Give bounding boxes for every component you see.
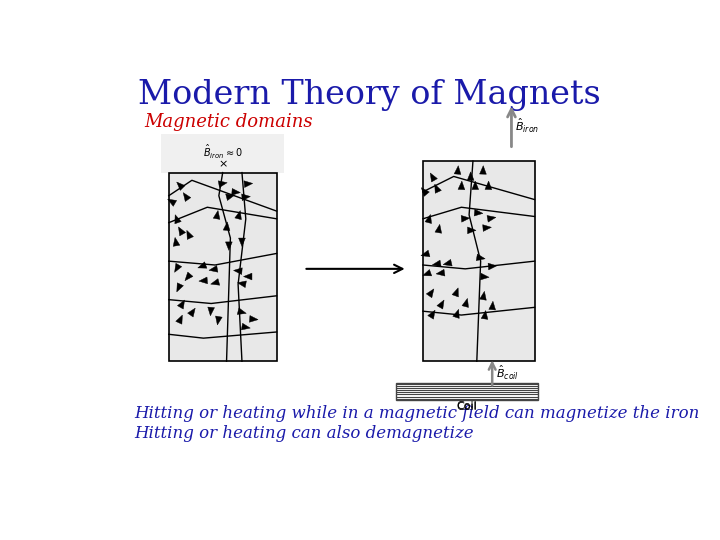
Polygon shape	[179, 227, 186, 236]
Polygon shape	[474, 210, 483, 216]
Text: $\hat{B}_{iron} \approx 0$: $\hat{B}_{iron} \approx 0$	[203, 143, 243, 161]
Polygon shape	[421, 188, 429, 197]
Polygon shape	[485, 181, 492, 190]
Polygon shape	[177, 300, 184, 309]
Text: Magnetic domains: Magnetic domains	[144, 112, 312, 131]
Text: Hitting or heating while in a magnetic field can magnetize the iron: Hitting or heating while in a magnetic f…	[134, 405, 700, 422]
Polygon shape	[436, 269, 445, 276]
Bar	[168, 173, 276, 361]
Polygon shape	[428, 310, 435, 319]
Polygon shape	[435, 224, 441, 233]
Polygon shape	[476, 254, 485, 261]
Polygon shape	[225, 242, 233, 251]
Polygon shape	[432, 260, 441, 267]
Text: Modern Theory of Magnets: Modern Theory of Magnets	[138, 79, 600, 111]
Polygon shape	[487, 215, 496, 222]
Polygon shape	[431, 173, 437, 182]
Polygon shape	[174, 264, 181, 272]
Polygon shape	[242, 194, 251, 201]
Polygon shape	[452, 288, 459, 297]
Bar	[423, 161, 534, 361]
Polygon shape	[168, 199, 176, 206]
Polygon shape	[249, 315, 258, 322]
Polygon shape	[437, 300, 444, 309]
Polygon shape	[199, 277, 207, 284]
Polygon shape	[174, 238, 180, 246]
Polygon shape	[233, 268, 242, 274]
Polygon shape	[481, 310, 488, 319]
Bar	[161, 134, 284, 173]
Polygon shape	[175, 215, 181, 224]
Text: $\hat{B}_{iron}$: $\hat{B}_{iron}$	[516, 117, 539, 136]
Polygon shape	[198, 262, 207, 268]
Polygon shape	[467, 227, 476, 234]
Polygon shape	[462, 299, 469, 307]
Polygon shape	[232, 188, 240, 195]
Polygon shape	[488, 263, 497, 270]
Polygon shape	[489, 301, 495, 310]
Polygon shape	[458, 181, 465, 190]
Polygon shape	[215, 316, 222, 325]
Polygon shape	[480, 273, 489, 280]
Text: Hitting or heating can also demagnetize: Hitting or heating can also demagnetize	[134, 425, 474, 442]
Polygon shape	[188, 308, 195, 317]
Polygon shape	[426, 289, 434, 298]
Polygon shape	[421, 250, 430, 256]
Polygon shape	[423, 269, 432, 276]
Polygon shape	[185, 272, 193, 281]
Bar	[396, 383, 539, 400]
Polygon shape	[454, 166, 461, 174]
Polygon shape	[482, 225, 491, 232]
Polygon shape	[472, 181, 479, 190]
Text: $\hat{B}_{coil}$: $\hat{B}_{coil}$	[496, 364, 519, 382]
Polygon shape	[235, 211, 241, 220]
Text: Coil: Coil	[456, 401, 477, 411]
Polygon shape	[225, 194, 235, 200]
Polygon shape	[467, 172, 474, 180]
Text: $\times$: $\times$	[218, 159, 228, 169]
Polygon shape	[425, 214, 431, 224]
Polygon shape	[443, 259, 452, 266]
Polygon shape	[211, 279, 220, 285]
Polygon shape	[218, 181, 228, 187]
Polygon shape	[176, 182, 185, 191]
Text: Coil: Coil	[456, 402, 477, 412]
Polygon shape	[435, 184, 441, 193]
Polygon shape	[209, 266, 218, 272]
Polygon shape	[238, 281, 246, 288]
Polygon shape	[480, 166, 486, 174]
Polygon shape	[183, 193, 191, 201]
Polygon shape	[186, 231, 194, 239]
Polygon shape	[461, 215, 470, 222]
Polygon shape	[243, 273, 252, 280]
Polygon shape	[223, 222, 230, 231]
Polygon shape	[208, 307, 215, 316]
Polygon shape	[453, 309, 459, 319]
Polygon shape	[237, 308, 246, 314]
Polygon shape	[244, 181, 253, 187]
Polygon shape	[176, 315, 182, 324]
Polygon shape	[177, 283, 184, 292]
Polygon shape	[241, 323, 251, 330]
Polygon shape	[238, 238, 246, 247]
Polygon shape	[213, 211, 220, 219]
Polygon shape	[480, 291, 486, 300]
